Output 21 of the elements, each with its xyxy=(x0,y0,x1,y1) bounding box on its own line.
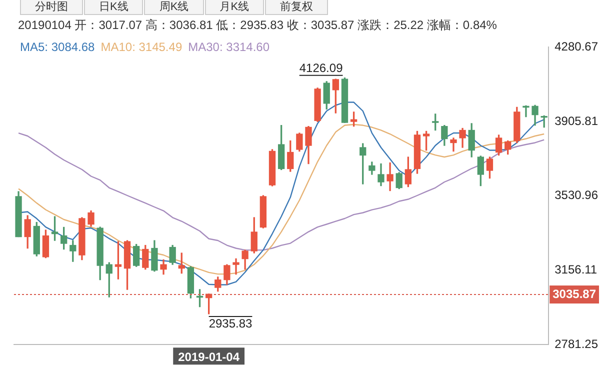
annotation: 4126.09 xyxy=(299,61,344,76)
y-tick-label: 3156.11 xyxy=(554,262,598,277)
y-tick-label: 2781.25 xyxy=(554,336,598,351)
ref-line-label: 3035.87 xyxy=(552,286,596,301)
text: MA30: 3314.60 xyxy=(188,40,270,54)
candlestick xyxy=(522,105,530,118)
text: MA10: 3145.49 xyxy=(100,40,182,54)
text: 日K线 xyxy=(84,0,144,15)
text: 周K线 xyxy=(144,0,204,15)
text: 分时图 xyxy=(20,0,83,15)
text: MA5: 3084.68 xyxy=(20,40,95,54)
annotation: 2935.83 xyxy=(208,316,253,330)
text: 月K线 xyxy=(204,0,264,15)
y-tick-label: 3530.96 xyxy=(554,188,598,202)
y-tick-label: 3905.81 xyxy=(554,114,598,128)
candlestick xyxy=(232,258,240,275)
text: 前复权 xyxy=(265,0,328,15)
chart-title: 20190104 开：3017.07 高：3036.81 低：2935.83 收：3035.87 涨跌：25.22 涨幅：0.84% xyxy=(18,17,497,34)
x-tick-label: 2019-01-04 xyxy=(178,350,240,364)
candlestick xyxy=(450,138,457,152)
y-tick-label: 4280.67 xyxy=(554,40,598,54)
